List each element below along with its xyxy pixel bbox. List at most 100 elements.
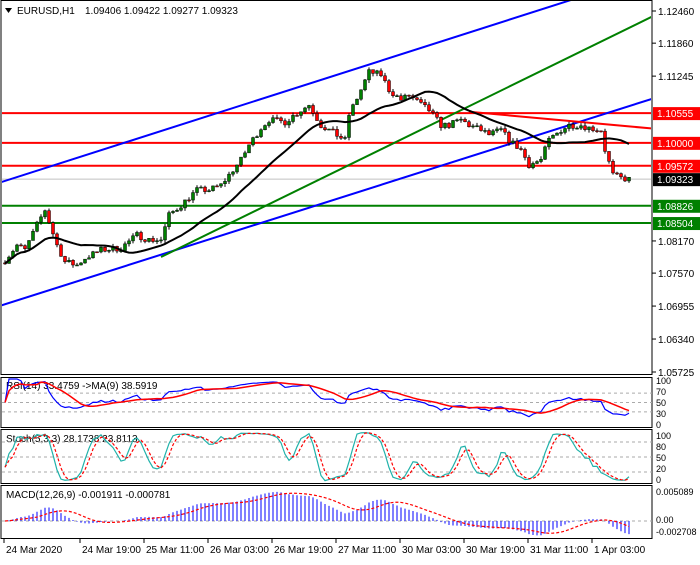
bull-candle: [287, 121, 291, 126]
bear-candle: [519, 148, 523, 150]
bull-candle: [39, 216, 43, 223]
bull-candle: [127, 240, 131, 245]
bear-candle: [591, 126, 595, 131]
bear-candle: [407, 94, 411, 97]
bear-candle: [51, 222, 55, 235]
price-tag-label: 1.09572: [657, 162, 694, 173]
stochastic-panel[interactable]: Stoch(5,3,3) 28.1738 23.8113: [0, 429, 653, 484]
stoch-title: Stoch(5,3,3) 28.1738 23.8113: [6, 434, 138, 445]
bull-candle: [303, 107, 307, 113]
bear-candle: [95, 251, 99, 253]
macd-panel[interactable]: MACD(12,26,9) -0.001911 -0.000781: [0, 485, 653, 539]
price-tag-label: 1.08826: [657, 202, 694, 213]
axes: 1.12460 1.11860 1.11245 1.08170 1.07570 1.069…: [3, 7, 700, 556]
time-tick-label: 30 Mar 19:00: [466, 545, 525, 556]
bear-candle: [203, 186, 207, 192]
stoch-axis-label: 0: [656, 475, 661, 485]
bull-candle: [159, 239, 163, 242]
symbol-label: EURUSD,H1: [17, 6, 75, 17]
bull-candle: [43, 210, 47, 218]
bull-candle: [131, 235, 135, 242]
rsi-axis-label: 30: [656, 409, 666, 419]
bull-candle: [483, 130, 487, 132]
bull-candle: [475, 125, 479, 128]
bear-candle: [139, 232, 143, 241]
bull-candle: [147, 238, 151, 242]
bear-candle: [487, 130, 491, 136]
bear-candle: [215, 185, 219, 188]
bull-candle: [75, 264, 79, 267]
macd-signal-line: [4, 492, 630, 534]
bear-candle: [143, 239, 147, 242]
ohlc-values: 1.09406 1.09422 1.09277 1.09323: [85, 6, 238, 17]
time-tick-label: 24 Mar 19:00: [82, 545, 141, 556]
bull-candle: [579, 125, 583, 129]
bull-candle: [343, 137, 347, 139]
bear-candle: [419, 99, 423, 103]
rsi-ma-line: [4, 381, 630, 414]
bear-candle: [151, 238, 155, 242]
bear-candle: [391, 91, 395, 96]
bear-candle: [331, 128, 335, 131]
price-tick-label: 1.06955: [658, 302, 695, 313]
bull-candle: [535, 161, 539, 164]
bull-candle: [559, 132, 563, 134]
bear-candle: [503, 128, 507, 133]
price-tag-label: 1.09323: [657, 175, 694, 186]
price-tag: [653, 199, 700, 213]
bull-candle: [211, 185, 215, 191]
bull-candle: [67, 260, 71, 263]
bull-candle: [163, 226, 167, 241]
bull-candle: [563, 128, 567, 133]
rsi-axis-label: 70: [656, 387, 666, 397]
rsi-title: RSI(14) 33.4759 ->MA(9) 38.5919: [6, 381, 158, 392]
bull-candle: [179, 207, 183, 211]
bull-candle: [99, 246, 103, 253]
bear-candle: [619, 173, 623, 178]
bull-candle: [267, 122, 271, 126]
bull-candle: [235, 164, 239, 173]
price-tag-label: 1.08504: [657, 219, 694, 230]
collapse-triangle-icon[interactable]: [5, 8, 12, 13]
bull-candle: [551, 135, 555, 139]
bear-candle: [19, 244, 23, 247]
bear-candle: [479, 125, 483, 131]
bull-candle: [255, 136, 259, 138]
bear-candle: [583, 125, 587, 130]
price-tag: [653, 173, 700, 187]
bear-candle: [323, 127, 327, 130]
rsi-panel[interactable]: RSI(14) 33.4759 ->MA(9) 38.5919: [0, 377, 653, 428]
stoch-d-line: [4, 432, 630, 481]
price-plot: [2, 1, 651, 307]
bear-candle: [571, 124, 575, 129]
bull-candle: [459, 118, 463, 121]
bull-candle: [567, 124, 571, 129]
price-panel[interactable]: [0, 0, 653, 375]
price-tick-label: 1.11245: [658, 72, 694, 83]
bull-candle: [199, 186, 203, 189]
time-tick-label: 26 Mar 19:00: [274, 545, 333, 556]
rsi-axis-label: 50: [656, 398, 666, 408]
bear-candle: [59, 244, 63, 257]
price-tag: [653, 159, 700, 173]
moving-average-line: [4, 90, 630, 265]
bull-candle: [175, 209, 179, 212]
bear-candle: [527, 157, 531, 169]
bear-candle: [387, 80, 391, 92]
bear-candle: [63, 256, 67, 263]
bear-candle: [335, 129, 339, 137]
bull-candle: [299, 111, 303, 116]
macd-axis-label: 0.005089: [656, 487, 694, 497]
bull-candle: [451, 120, 455, 128]
bull-candle: [499, 128, 503, 130]
time-tick-label: 1 Apr 03:00: [594, 545, 646, 556]
bull-candle: [495, 128, 499, 132]
bear-candle: [463, 118, 467, 123]
bull-candle: [355, 98, 359, 105]
bull-candle: [195, 187, 199, 193]
channel-trend-line: [2, 1, 572, 183]
bull-candle: [471, 125, 475, 128]
bull-candle: [227, 173, 231, 182]
